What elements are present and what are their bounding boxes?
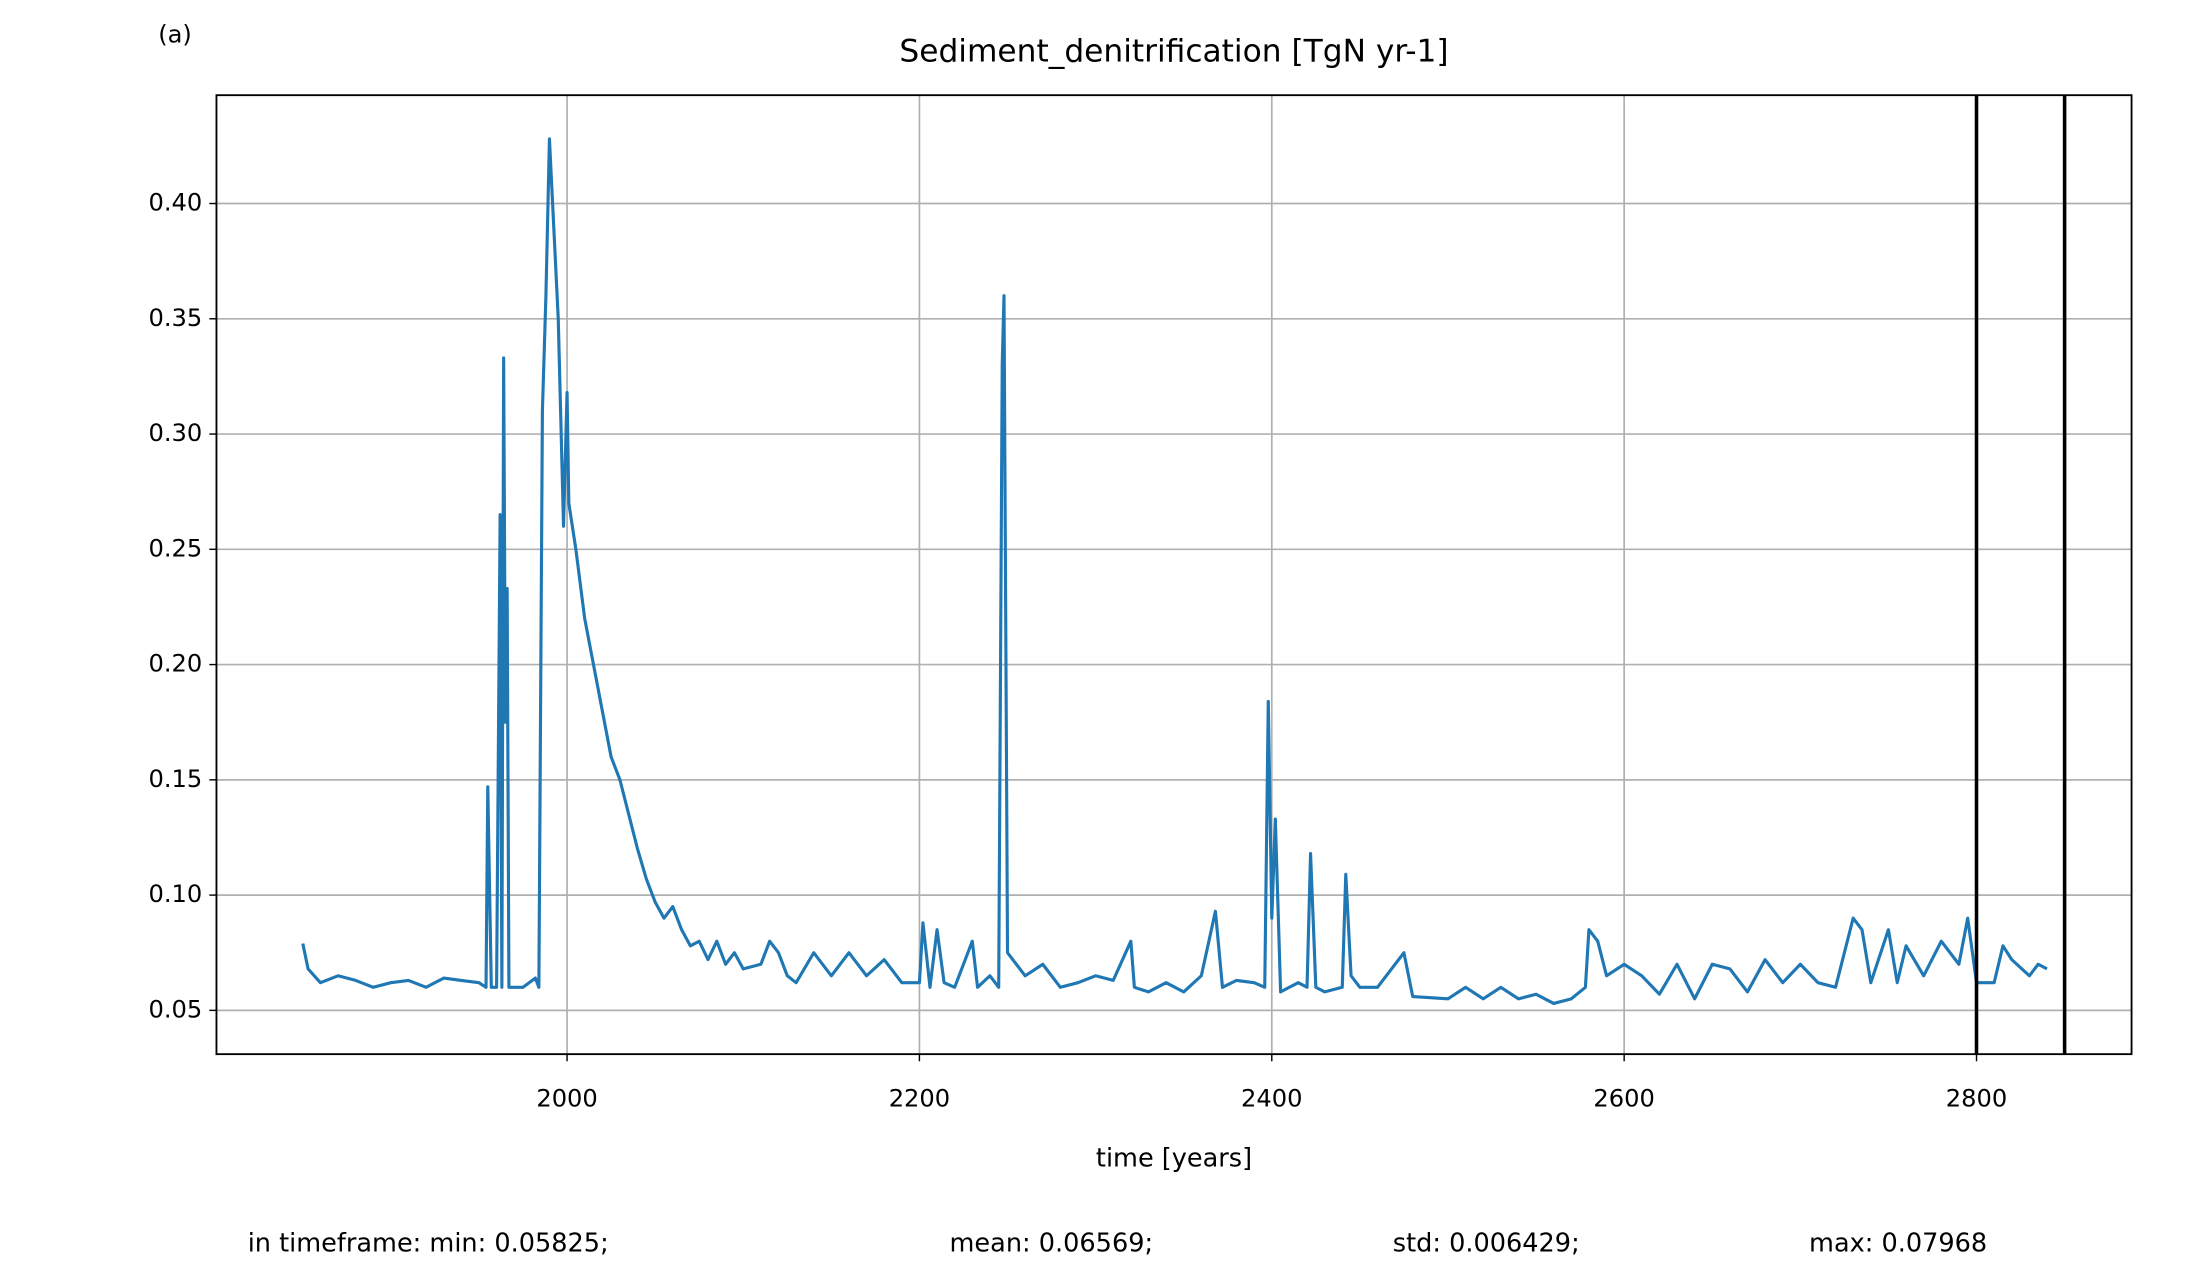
- x-tick-label: 2200: [889, 1085, 950, 1113]
- stat-text: max: 0.07968: [1809, 1229, 1987, 1259]
- y-tick-label: 0.10: [148, 880, 202, 908]
- y-tick-label: 0.05: [148, 995, 202, 1023]
- y-tick-label: 0.20: [148, 650, 202, 678]
- y-tick-label: 0.15: [148, 765, 202, 793]
- x-tick-label: 2000: [536, 1085, 597, 1113]
- chart-title: Sediment_denitrification [TgN yr-1]: [899, 34, 1448, 70]
- y-tick-label: 0.25: [148, 534, 202, 562]
- panel-label: (a): [158, 21, 192, 49]
- x-axis-label: time [years]: [1096, 1143, 1252, 1173]
- y-tick-label: 0.35: [148, 304, 202, 332]
- plot-frame: [215, 94, 2133, 1056]
- y-tick-label: 0.30: [148, 419, 202, 447]
- stat-text: mean: 0.06569;: [950, 1229, 1154, 1259]
- stat-text: in timeframe: min: 0.05825;: [248, 1229, 609, 1259]
- x-tick-label: 2400: [1241, 1085, 1302, 1113]
- x-tick-label: 2600: [1593, 1085, 1654, 1113]
- data-line: [301, 137, 2048, 1006]
- y-tick-label: 0.40: [148, 189, 202, 217]
- x-tick-label: 2800: [1946, 1085, 2007, 1113]
- stat-text: std: 0.006429;: [1393, 1229, 1580, 1259]
